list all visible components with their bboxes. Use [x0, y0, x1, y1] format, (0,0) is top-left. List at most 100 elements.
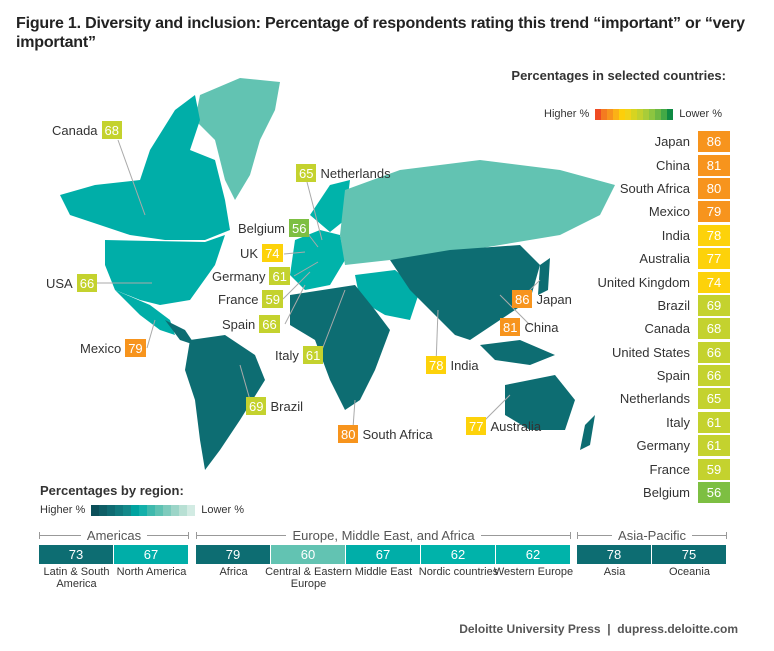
- map-label-value: 74: [262, 244, 283, 262]
- gradient-swatch: [163, 504, 172, 516]
- region-bar: 60: [271, 545, 345, 564]
- gradient-swatch: [625, 108, 632, 120]
- map-label-name: Italy: [275, 347, 299, 363]
- region-group-header: Americas: [39, 528, 189, 543]
- region-label: North America: [116, 566, 187, 578]
- country-name: Belgium: [643, 485, 690, 501]
- region-legend-lower: Lower %: [201, 504, 245, 516]
- map-label-value: 66: [76, 274, 98, 292]
- country-value: 77: [698, 248, 730, 270]
- country-name: Italy: [666, 414, 690, 430]
- region-central-america: [165, 320, 195, 345]
- country-value: 66: [698, 365, 730, 387]
- country-list: Japan 86 China 81 South Africa 80 Mexico 79 Indi…: [560, 130, 730, 504]
- region-bar: 79: [196, 545, 270, 564]
- gradient-swatch: [619, 108, 626, 120]
- country-row: Netherlands 65: [560, 387, 730, 410]
- map-label-value: 79: [125, 339, 146, 357]
- gradient-swatch: [179, 504, 188, 516]
- region-label: Western Europe: [493, 566, 574, 578]
- region-group-name: Asia-Pacific: [618, 528, 686, 543]
- bracket-line: [147, 535, 188, 536]
- country-value: 61: [698, 411, 730, 433]
- gradient-swatch: [661, 108, 668, 120]
- gradient-swatch: [131, 504, 140, 516]
- region-bar: 67: [346, 545, 420, 564]
- footer-url[interactable]: dupress.deloitte.com: [617, 622, 738, 636]
- country-row: China 81: [560, 153, 730, 176]
- region-label: Africa: [219, 566, 248, 578]
- map-label: Belgium 56: [238, 219, 310, 237]
- bracket-line: [197, 535, 287, 536]
- map-label-value: 66: [259, 315, 280, 333]
- gradient-swatch: [171, 504, 180, 516]
- region-bar: 62: [496, 545, 570, 564]
- map-label-value: 59: [262, 290, 283, 308]
- country-row: Spain 66: [560, 364, 730, 387]
- region-asia: [390, 245, 540, 340]
- country-row: Belgium 56: [560, 481, 730, 504]
- map-label-value: 78: [426, 356, 447, 374]
- region-legend-higher: Higher %: [40, 504, 86, 516]
- map-label: 81 China: [500, 318, 558, 336]
- country-name: Spain: [656, 368, 690, 384]
- map-label: 65 Netherlands: [296, 164, 391, 182]
- region-usa: [105, 235, 225, 305]
- gradient-swatch: [637, 108, 644, 120]
- country-row: Mexico 79: [560, 200, 730, 223]
- country-gradient: [595, 108, 674, 120]
- country-value: 80: [698, 177, 730, 199]
- map-label: Spain 66: [222, 315, 280, 333]
- bracket-line: [480, 535, 571, 536]
- map-label-name: Germany: [212, 268, 266, 284]
- country-legend-higher: Higher %: [544, 108, 590, 120]
- gradient-swatch: [601, 108, 608, 120]
- map-label-value: 68: [101, 121, 123, 139]
- gradient-swatch: [655, 108, 662, 120]
- bracket-tick: [577, 532, 578, 539]
- map-label: USA 66: [46, 274, 98, 292]
- map-label: Italy 61: [275, 346, 324, 364]
- map-label-value: 65: [296, 164, 317, 182]
- gradient-swatch: [667, 108, 674, 120]
- map-label: Germany 61: [212, 267, 290, 285]
- map-label-name: USA: [46, 275, 73, 291]
- gradient-swatch: [607, 108, 614, 120]
- map-label-value: 80: [338, 425, 359, 443]
- region-color-legend: Higher % Lower %: [40, 504, 244, 516]
- map-label-name: Mexico: [80, 340, 122, 356]
- region-label: Oceania: [669, 566, 710, 578]
- region-mexico: [115, 290, 175, 335]
- country-value: 69: [698, 294, 730, 316]
- region-australia: [505, 375, 575, 430]
- region-bar: 75: [652, 545, 726, 564]
- gradient-swatch: [99, 504, 108, 516]
- country-name: Germany: [636, 438, 690, 454]
- country-name: Mexico: [648, 204, 690, 220]
- country-legend-lower: Lower %: [679, 108, 723, 120]
- map-label-name: Canada: [52, 122, 98, 138]
- figure-title: Figure 1. Diversity and inclusion: Perce…: [16, 15, 745, 51]
- country-name: Brazil: [657, 297, 690, 313]
- country-value: 81: [698, 154, 730, 176]
- country-name: China: [656, 157, 690, 173]
- country-name: United Kingdom: [597, 274, 691, 290]
- region-nordic: [310, 180, 350, 232]
- map-label-name: South Africa: [362, 426, 433, 442]
- country-row: South Africa 80: [560, 177, 730, 200]
- bracket-tick: [570, 532, 572, 539]
- map-label-name: Australia: [490, 418, 542, 434]
- gradient-swatch: [649, 108, 656, 120]
- region-middle-east: [355, 270, 420, 320]
- map-label-name: Brazil: [270, 398, 303, 414]
- region-canada: [60, 95, 230, 240]
- map-label: UK 74: [240, 244, 283, 262]
- bracket-tick: [726, 532, 728, 539]
- map-label: 77 Australia: [466, 417, 541, 435]
- country-name: India: [661, 227, 690, 243]
- country-color-legend: Higher % Lower %: [544, 108, 722, 120]
- country-row: United Kingdom 74: [560, 270, 730, 293]
- country-name: France: [649, 461, 690, 477]
- gradient-swatch: [115, 504, 124, 516]
- region-legend-title: Percentages by region:: [40, 483, 184, 498]
